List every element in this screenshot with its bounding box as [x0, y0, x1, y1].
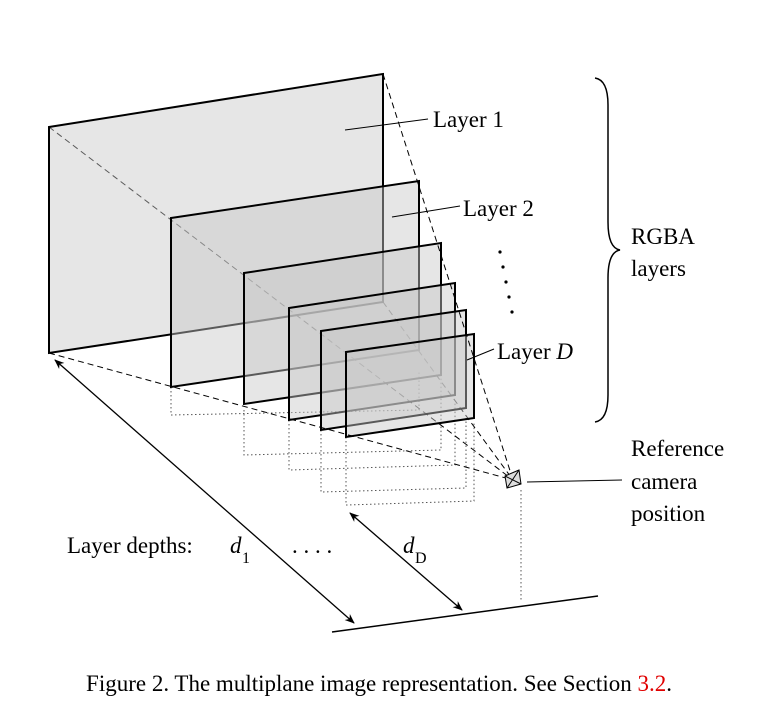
rgba-label-line2: layers — [631, 256, 686, 281]
dD-subscript: D — [415, 550, 427, 567]
rgba-layers-brace — [594, 77, 621, 423]
figure-caption: Figure 2. The multiplane image represent… — [86, 671, 672, 696]
camera-icon — [504, 469, 522, 489]
layer-depths-label: Layer depths: — [67, 533, 193, 558]
depth-arrow-d1 — [54, 359, 355, 624]
leader-camera — [526, 479, 623, 483]
layer-1-label: Layer 1 — [433, 107, 504, 132]
layer-1-plane — [48, 72, 384, 355]
layer-d-plane — [345, 332, 475, 439]
layer-d-label: Layer D — [497, 339, 573, 364]
layer-d-prefix: Layer — [497, 339, 556, 364]
caption-section-link[interactable]: 3.2 — [637, 671, 666, 696]
leader-layer-d — [466, 348, 495, 361]
caption-end: . — [666, 671, 672, 696]
d1-label: d — [230, 533, 242, 558]
layer-2-label: Layer 2 — [463, 196, 534, 221]
d1-subscript: 1 — [242, 550, 250, 567]
ref-camera-line1: Reference — [631, 436, 724, 461]
leader-layer-1 — [344, 118, 429, 131]
depth-arrow-dD — [349, 512, 463, 611]
ground-line — [331, 595, 599, 633]
ref-camera-line2: camera — [631, 469, 697, 494]
ref-camera-line3: position — [631, 501, 706, 526]
rgba-label-line1: RGBA — [631, 224, 695, 249]
leader-layer-2 — [391, 205, 461, 218]
frustum-back-edges — [48, 126, 514, 481]
caption-text: Figure 2. The multiplane image represent… — [86, 671, 637, 696]
dD-label: d — [403, 533, 415, 558]
depth-ellipsis: . . . . — [292, 533, 332, 558]
layer-d-var: D — [555, 339, 573, 364]
layer-ellipsis-dots — [498, 250, 514, 314]
layer-2-plane — [170, 179, 420, 389]
